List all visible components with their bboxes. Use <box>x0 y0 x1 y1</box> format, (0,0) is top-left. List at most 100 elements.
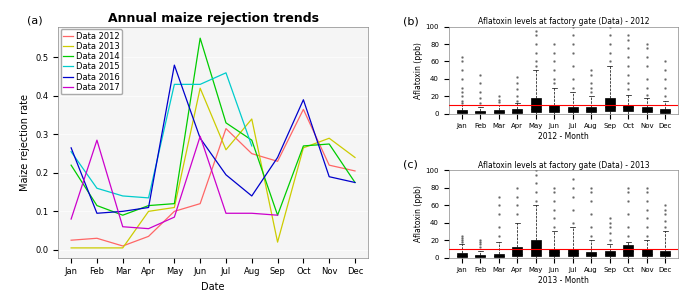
Data 2013 <box>299 146 308 149</box>
Data 2016 <box>196 136 204 140</box>
Data 2014 <box>145 204 153 207</box>
Data 2013 <box>196 86 204 90</box>
Line: Data 2013: Data 2013 <box>71 88 355 248</box>
PathPatch shape <box>605 98 615 111</box>
Data 2015 <box>248 144 256 148</box>
PathPatch shape <box>660 250 671 256</box>
Data 2012 <box>171 210 179 213</box>
Data 2014 <box>351 181 359 184</box>
Y-axis label: Aflatoxin (ppb): Aflatoxin (ppb) <box>414 42 423 99</box>
Data 2012 <box>222 127 230 130</box>
Data 2012 <box>273 160 282 163</box>
Text: (b): (b) <box>403 16 419 26</box>
PathPatch shape <box>623 105 634 111</box>
Line: Data 2014: Data 2014 <box>71 38 355 215</box>
Data 2013 <box>119 246 127 250</box>
Data 2013 <box>145 210 153 213</box>
Line: Data 2012: Data 2012 <box>71 110 355 246</box>
Title: Aflatoxin levels at factory gate (Data) - 2013: Aflatoxin levels at factory gate (Data) … <box>477 161 649 170</box>
X-axis label: 2013 - Month: 2013 - Month <box>538 276 589 285</box>
PathPatch shape <box>586 252 596 256</box>
X-axis label: Date: Date <box>201 282 225 292</box>
PathPatch shape <box>623 245 634 256</box>
Data 2017 <box>222 211 230 215</box>
Data 2017 <box>273 213 282 217</box>
PathPatch shape <box>568 249 577 256</box>
PathPatch shape <box>494 110 503 113</box>
Data 2016 <box>325 175 334 178</box>
Data 2013 <box>93 246 101 250</box>
Data 2012 <box>93 237 101 240</box>
Data 2014 <box>222 121 230 125</box>
Data 2012 <box>145 234 153 238</box>
Data 2016 <box>93 211 101 215</box>
Data 2012 <box>351 169 359 173</box>
Data 2013 <box>171 206 179 209</box>
Data 2017 <box>67 217 75 221</box>
Data 2016 <box>145 206 153 209</box>
Data 2017 <box>145 227 153 230</box>
Data 2015 <box>67 150 75 153</box>
PathPatch shape <box>568 107 577 112</box>
Text: (c): (c) <box>403 160 418 170</box>
Data 2014 <box>299 144 308 148</box>
PathPatch shape <box>531 240 540 256</box>
Data 2017 <box>196 134 204 138</box>
Data 2014 <box>248 139 256 142</box>
Data 2013 <box>273 240 282 244</box>
Data 2015 <box>119 194 127 198</box>
Line: Data 2015: Data 2015 <box>71 73 252 198</box>
Title: Aflatoxin levels at factory gate (Data) - 2012: Aflatoxin levels at factory gate (Data) … <box>477 17 649 26</box>
Data 2014 <box>119 213 127 217</box>
Data 2013 <box>222 148 230 152</box>
Data 2015 <box>196 83 204 86</box>
Data 2015 <box>222 71 230 75</box>
Data 2012 <box>67 239 75 242</box>
Line: Data 2016: Data 2016 <box>71 65 355 213</box>
Y-axis label: Maize rejection rate: Maize rejection rate <box>20 94 29 191</box>
Data 2014 <box>325 142 334 146</box>
Data 2016 <box>351 181 359 184</box>
Data 2012 <box>196 202 204 205</box>
PathPatch shape <box>642 249 652 256</box>
Data 2016 <box>171 63 179 67</box>
PathPatch shape <box>642 107 652 112</box>
PathPatch shape <box>549 249 559 256</box>
Data 2017 <box>93 139 101 142</box>
Data 2012 <box>119 244 127 248</box>
Data 2016 <box>248 194 256 198</box>
Data 2013 <box>351 156 359 159</box>
Y-axis label: Aflatoxin (ppb): Aflatoxin (ppb) <box>414 186 423 242</box>
X-axis label: 2012 - Month: 2012 - Month <box>538 132 589 141</box>
PathPatch shape <box>586 107 596 112</box>
PathPatch shape <box>660 109 671 113</box>
Data 2016 <box>67 146 75 149</box>
Data 2016 <box>222 173 230 176</box>
Data 2017 <box>171 215 179 219</box>
PathPatch shape <box>512 247 522 256</box>
Data 2012 <box>299 108 308 111</box>
Legend: Data 2012, Data 2013, Data 2014, Data 2015, Data 2016, Data 2017: Data 2012, Data 2013, Data 2014, Data 20… <box>61 29 122 94</box>
Data 2012 <box>325 163 334 167</box>
Data 2014 <box>273 213 282 217</box>
PathPatch shape <box>512 110 522 113</box>
PathPatch shape <box>605 250 615 256</box>
Data 2013 <box>248 117 256 121</box>
Data 2016 <box>119 210 127 213</box>
Data 2017 <box>119 225 127 229</box>
Title: Annual maize rejection trends: Annual maize rejection trends <box>108 12 319 25</box>
PathPatch shape <box>475 255 485 257</box>
Data 2015 <box>93 186 101 190</box>
Data 2014 <box>196 36 204 40</box>
Data 2016 <box>273 156 282 159</box>
PathPatch shape <box>457 110 466 113</box>
Data 2013 <box>325 136 334 140</box>
Data 2015 <box>145 196 153 200</box>
Data 2013 <box>67 246 75 250</box>
Data 2014 <box>171 202 179 205</box>
Text: (a): (a) <box>27 15 43 25</box>
PathPatch shape <box>475 111 485 113</box>
Data 2015 <box>171 83 179 86</box>
PathPatch shape <box>531 98 540 112</box>
PathPatch shape <box>549 105 559 112</box>
